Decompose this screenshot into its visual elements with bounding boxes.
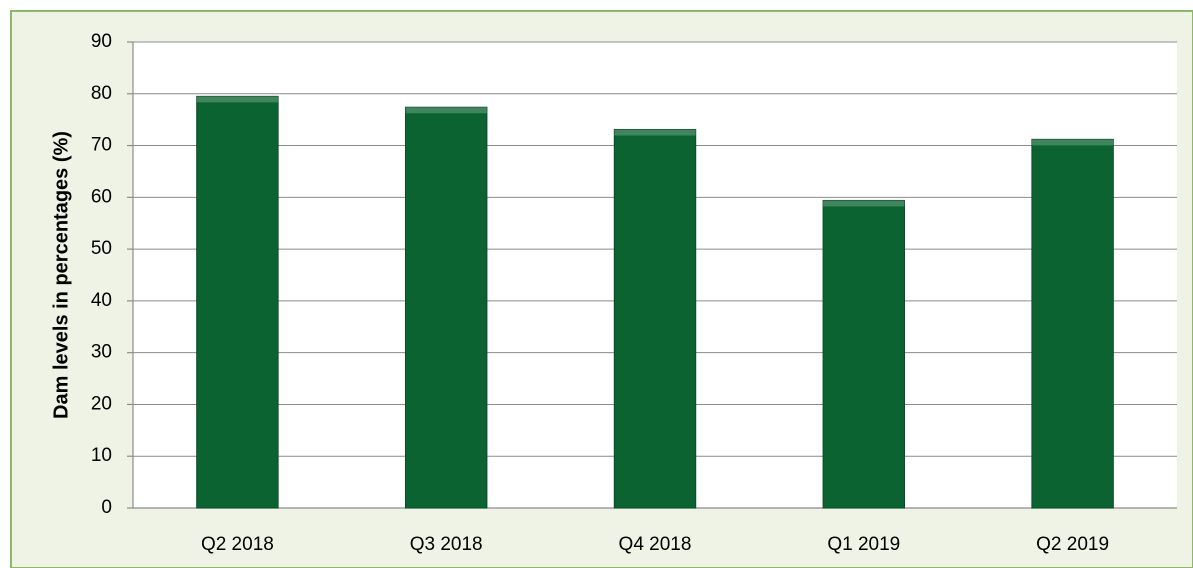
bar-highlight	[196, 96, 279, 103]
x-tick-label: Q1 2019	[827, 534, 900, 555]
bar-highlight	[614, 129, 696, 136]
x-tick-label: Q3 2018	[410, 534, 483, 555]
bar-highlight	[1031, 139, 1114, 146]
y-tick-label: 60	[91, 186, 112, 207]
bar-highlight	[823, 200, 905, 207]
bar	[822, 199, 906, 509]
x-tick-label: Q2 2018	[201, 534, 274, 555]
y-tick-label: 80	[91, 83, 112, 104]
bar	[1031, 138, 1114, 509]
y-tick-label: 20	[91, 393, 112, 414]
y-tick-label: 10	[91, 445, 112, 466]
bar	[404, 106, 488, 509]
y-tick-label: 90	[91, 31, 112, 52]
bar	[613, 129, 697, 509]
x-tick-label: Q2 2019	[1036, 534, 1109, 555]
y-tick-label: 30	[91, 342, 112, 363]
bar	[196, 95, 279, 509]
y-tick-label: 70	[91, 135, 112, 156]
y-tick-label: 50	[91, 238, 112, 259]
x-tick-label: Q4 2018	[619, 534, 692, 555]
y-tick-label: 40	[91, 290, 112, 311]
bar-highlight	[405, 107, 487, 114]
y-tick-label: 0	[101, 497, 112, 518]
y-axis-label: Dam levels in percentages (%)	[50, 131, 72, 419]
